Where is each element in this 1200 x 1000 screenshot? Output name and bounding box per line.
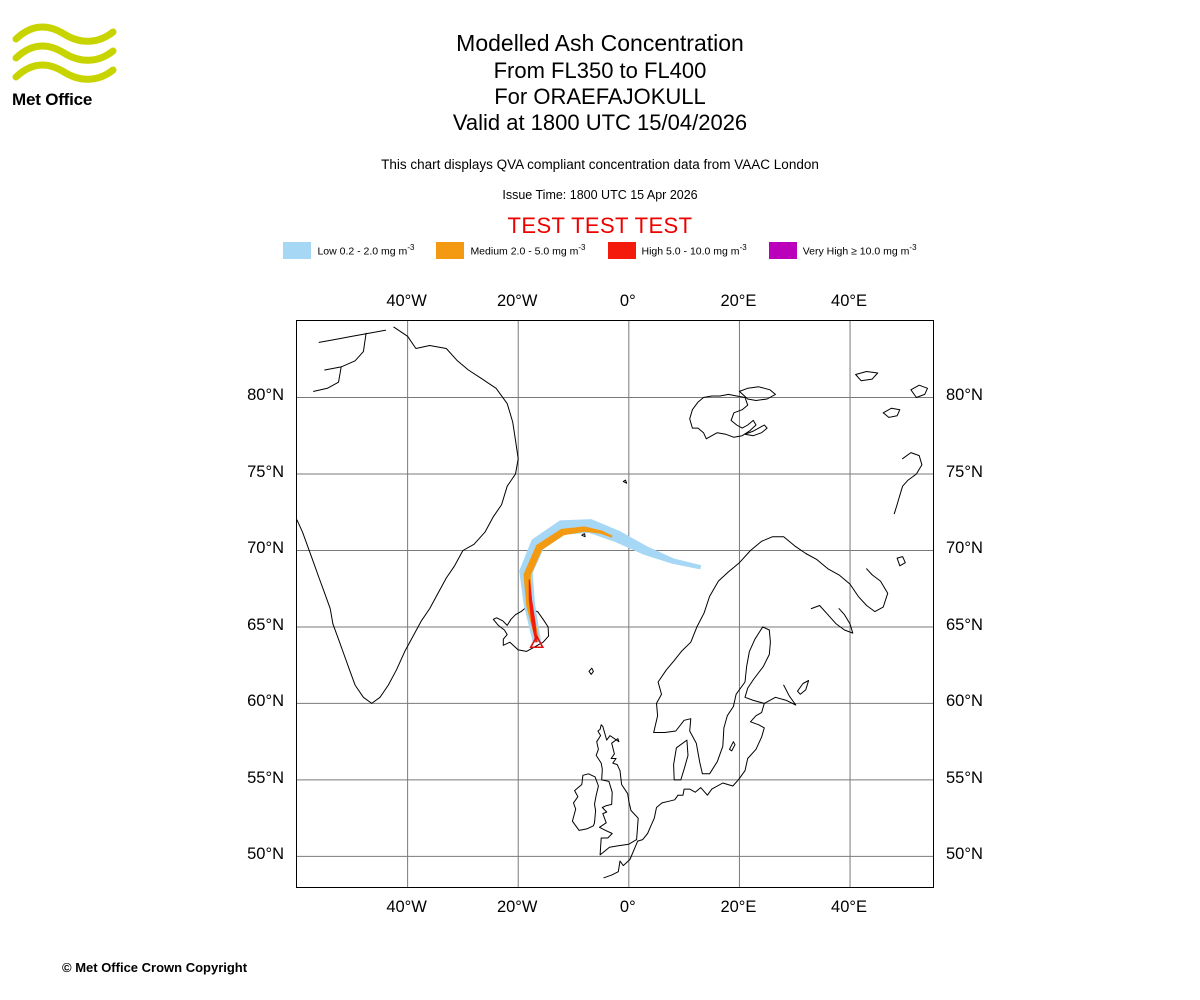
coastline-20 (896, 556, 906, 567)
concentration-legend: Low 0.2 - 2.0 mg m-3 Medium 2.0 - 5.0 mg… (0, 242, 1200, 259)
coastline-7 (595, 724, 639, 856)
plume-band-1 (523, 526, 613, 640)
ash-concentration-map (296, 320, 934, 888)
coastline-17 (882, 407, 901, 418)
x-tick-bottom-3: 20°E (720, 898, 757, 916)
test-banner: TEST TEST TEST (507, 213, 693, 238)
legend-item-low: Low 0.2 - 2.0 mg m-3 (283, 242, 414, 259)
logo-text: Met Office (12, 90, 93, 109)
coastline-25 (603, 840, 639, 879)
y-tick-right-1: 55°N (946, 768, 983, 787)
legend-item-very-high: Very High ≥ 10.0 mg m-3 (768, 242, 917, 259)
coastline-0 (297, 326, 519, 704)
coastline-8 (571, 773, 599, 831)
copyright-notice: © Met Office Crown Copyright (62, 960, 248, 975)
issue-time: Issue Time: 1800 UTC 15 Apr 2026 (502, 188, 698, 202)
coastline-6 (673, 739, 689, 781)
legend-swatch-medium (436, 242, 465, 259)
coastline-26 (855, 371, 879, 382)
chart-note: This chart displays QVA compliant concen… (381, 157, 819, 172)
x-tick-top-2: 0° (619, 292, 636, 310)
y-tick-right-4: 70°N (946, 539, 983, 558)
x-tick-bottom-0: 40°W (386, 898, 427, 916)
met-office-logo (12, 22, 120, 112)
y-tick-right-3: 65°N (946, 615, 983, 634)
coastline-18 (893, 452, 923, 515)
ash-plume (519, 519, 702, 644)
map-canvas (297, 321, 933, 887)
y-tick-left-6: 80°N (247, 386, 284, 405)
legend-swatch-low (283, 242, 312, 259)
coastline-21 (797, 680, 810, 695)
x-tick-bottom-4: 40°E (831, 898, 868, 916)
x-tick-bottom-1: 20°W (496, 898, 538, 916)
x-tick-bottom-2: 0° (619, 898, 636, 916)
coastline-10 (588, 667, 594, 675)
y-tick-right-5: 75°N (946, 462, 983, 481)
y-tick-left-1: 55°N (247, 768, 284, 787)
coastline-2 (324, 332, 367, 371)
legend-label-low: Low 0.2 - 2.0 mg m-3 (317, 243, 415, 258)
coastline-15 (744, 424, 768, 437)
coastline-23 (677, 702, 765, 796)
legend-swatch-very-high (768, 242, 797, 259)
legend-label-medium: Medium 2.0 - 5.0 mg m-3 (470, 243, 586, 258)
coastline-4 (653, 536, 889, 733)
x-tick-top-4: 40°E (831, 292, 868, 310)
coastline-11 (581, 533, 586, 538)
y-tick-left-5: 75°N (247, 462, 284, 481)
coastline-24 (637, 794, 679, 842)
y-tick-right-6: 80°N (946, 386, 983, 405)
y-tick-right-2: 60°N (946, 692, 983, 711)
coastline-19 (810, 605, 854, 634)
plume-band-2 (528, 579, 538, 643)
legend-item-high: High 5.0 - 10.0 mg m-3 (607, 242, 747, 259)
met-office-waves-logo-icon (12, 23, 117, 83)
coastline-22 (729, 741, 736, 752)
title-volcano: For ORAEFAJOKULL (494, 84, 706, 109)
coastline-16 (910, 384, 928, 398)
title-valid-time: Valid at 1800 UTC 15/04/2026 (452, 110, 748, 135)
legend-item-medium: Medium 2.0 - 5.0 mg m-3 (436, 242, 586, 259)
coastline-9 (492, 606, 550, 652)
legend-swatch-high (607, 242, 636, 259)
y-tick-left-4: 70°N (247, 539, 284, 558)
y-tick-left-2: 60°N (247, 692, 284, 711)
coastline-3 (313, 366, 342, 392)
page-title-block: Modelled Ash Concentration From FL350 to… (0, 28, 1200, 136)
coastline-12 (622, 479, 628, 484)
page-title: Modelled Ash Concentration (456, 30, 744, 56)
title-flight-levels: From FL350 to FL400 (493, 58, 707, 83)
y-tick-right-0: 50°N (946, 845, 983, 864)
y-tick-left-0: 50°N (247, 845, 284, 864)
map-coastlines (297, 326, 928, 879)
volcano-triangle-icon (529, 634, 545, 649)
coastline-13 (689, 393, 757, 440)
volcano-marker (529, 634, 545, 649)
coastline-1 (318, 329, 386, 343)
x-tick-top-0: 40°W (386, 292, 427, 310)
coastline-14 (738, 386, 776, 401)
coastline-5 (653, 626, 797, 775)
y-tick-left-3: 65°N (247, 615, 284, 634)
legend-label-very-high: Very High ≥ 10.0 mg m-3 (802, 243, 917, 258)
x-tick-top-1: 20°W (496, 292, 538, 310)
map-gridlines (297, 321, 933, 887)
legend-label-high: High 5.0 - 10.0 mg m-3 (641, 243, 747, 258)
x-tick-top-3: 20°E (720, 292, 757, 310)
